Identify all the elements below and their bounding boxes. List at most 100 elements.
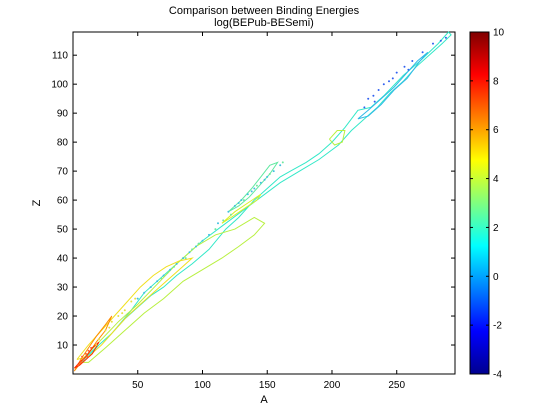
- colorbar-tick-label: 10: [493, 28, 505, 39]
- scatter-point-1-3: [246, 193, 249, 196]
- scatter-point-0-6: [403, 65, 406, 68]
- scatter-point-3-1: [104, 329, 107, 332]
- scatter-point-2-9: [197, 242, 200, 245]
- scatter-point-1-22: [149, 286, 152, 289]
- scatter-point-0-14: [391, 77, 394, 80]
- y-axis-ticks: 10 20 30 40 50 60 70 80 90 100 110: [51, 51, 455, 352]
- scatter-point-3-4: [123, 309, 126, 312]
- contour-line-6: [73, 341, 100, 369]
- scatter-point-3-3: [117, 315, 120, 317]
- scatter-point-1-7: [272, 170, 275, 173]
- x-tick-label: 200: [324, 380, 341, 391]
- scatter-point-0-5: [395, 71, 398, 74]
- scatter-point-0-8: [421, 51, 424, 54]
- y-tick-label: 40: [57, 254, 69, 265]
- y-tick-label: 110: [52, 51, 68, 62]
- scatter-point-1-19: [169, 268, 172, 271]
- contour-layer: [73, 31, 452, 372]
- y-tick-label: 50: [57, 225, 69, 236]
- scatter-point-4-6: [81, 355, 84, 358]
- y-tick-label: 70: [57, 167, 69, 178]
- chart-subtitle: log(BEPub-BESemi): [214, 17, 314, 29]
- contour-line-7: [228, 161, 279, 213]
- colorbar-tick-label: 4: [493, 174, 499, 185]
- scatter-point-4-3: [84, 352, 87, 355]
- scatter-point-0-4: [388, 80, 390, 83]
- scatter-point-1-21: [156, 280, 159, 283]
- colorbar-tick-label: 2: [493, 223, 499, 234]
- scatter-point-2-11: [166, 271, 169, 274]
- scatter-point-1-23: [143, 291, 146, 294]
- x-tick-label: 50: [132, 380, 144, 391]
- contour-line-1: [357, 51, 429, 120]
- contour-line-2: [79, 216, 266, 363]
- colorbar: -4 -2 0 2 4 6 8 10: [469, 28, 505, 381]
- scatter-point-0-13: [373, 100, 376, 103]
- scatter-point-0-1: [372, 94, 375, 97]
- x-tick-label: 100: [194, 380, 211, 391]
- scatter-point-0-12: [363, 106, 366, 109]
- x-tick-label: 150: [259, 380, 276, 391]
- scatter-point-1-18: [175, 262, 178, 265]
- scatter-point-2-7: [184, 257, 187, 260]
- chart-title: Comparison between Binding Energies: [169, 5, 360, 17]
- scatter-point-4-7: [86, 355, 89, 358]
- contour-line-0: [75, 31, 452, 369]
- scatter-point-1-2: [240, 199, 243, 202]
- scatter-point-1-4: [253, 187, 256, 190]
- colorbar-tick-label: 6: [493, 125, 499, 136]
- scatter-point-2-8: [191, 248, 194, 251]
- scatter-point-0-2: [377, 89, 380, 91]
- scatter-point-4-4: [87, 349, 90, 352]
- scatter-point-2-5: [268, 173, 271, 175]
- scatter-point-1-0: [227, 210, 230, 213]
- scatter-point-1-6: [266, 175, 269, 178]
- scatter-point-4-1: [79, 361, 82, 364]
- scatter-point-1-10: [250, 190, 253, 193]
- scatter-point-1-13: [208, 233, 210, 236]
- scatter-point-2-2: [230, 213, 232, 216]
- scatter-point-2-1: [222, 219, 225, 222]
- scatter-point-1-15: [195, 245, 197, 248]
- scatter-point-4-2: [82, 358, 85, 361]
- y-tick-label: 80: [57, 138, 69, 149]
- scatter-point-4-0: [77, 364, 80, 367]
- scatter-point-1-17: [182, 257, 185, 260]
- colorbar-gradient: [469, 31, 490, 375]
- scatter-point-4-5: [90, 346, 93, 349]
- y-tick-label: 10: [57, 341, 69, 352]
- scatter-point-3-8: [121, 312, 124, 315]
- colorbar-tick-label: -4: [493, 370, 502, 381]
- scatter-point-1-9: [237, 202, 240, 204]
- scatter-point-0-15: [407, 68, 410, 71]
- contour-line-4: [76, 257, 194, 360]
- scatter-point-1-14: [201, 239, 204, 242]
- scatter-point-1-16: [188, 251, 191, 254]
- y-tick-label: 100: [51, 80, 68, 91]
- x-axis-ticks: 50 100 150 200 250: [132, 32, 406, 391]
- x-tick-label: 250: [388, 380, 405, 391]
- scatter-point-0-0: [367, 97, 370, 100]
- scatter-point-1-1: [233, 204, 236, 207]
- scatter-point-2-12: [173, 265, 175, 268]
- contour-line-8: [221, 193, 262, 224]
- y-tick-label: 60: [57, 196, 69, 207]
- scatter-point-2-4: [255, 184, 258, 187]
- scatter-point-1-8: [279, 164, 282, 167]
- y-tick-label: 30: [57, 283, 69, 294]
- scatter-point-0-11: [444, 36, 447, 39]
- scatter-point-3-5: [130, 300, 133, 303]
- y-tick-label: 20: [57, 312, 69, 323]
- x-axis-label: A: [260, 394, 268, 406]
- scatter-point-3-6: [95, 344, 98, 346]
- scatter-point-2-10: [160, 277, 163, 280]
- scatter-point-3-2: [110, 320, 113, 323]
- colorbar-ticks: -4 -2 0 2 4 6 8 10: [470, 28, 505, 381]
- scatter-point-1-20: [162, 274, 165, 277]
- scatter-point-2-6: [281, 161, 284, 164]
- scatter-point-3-9: [134, 297, 137, 300]
- scatter-point-0-10: [439, 39, 442, 42]
- scatter-layer: [77, 36, 447, 367]
- scatter-point-1-24: [136, 297, 139, 300]
